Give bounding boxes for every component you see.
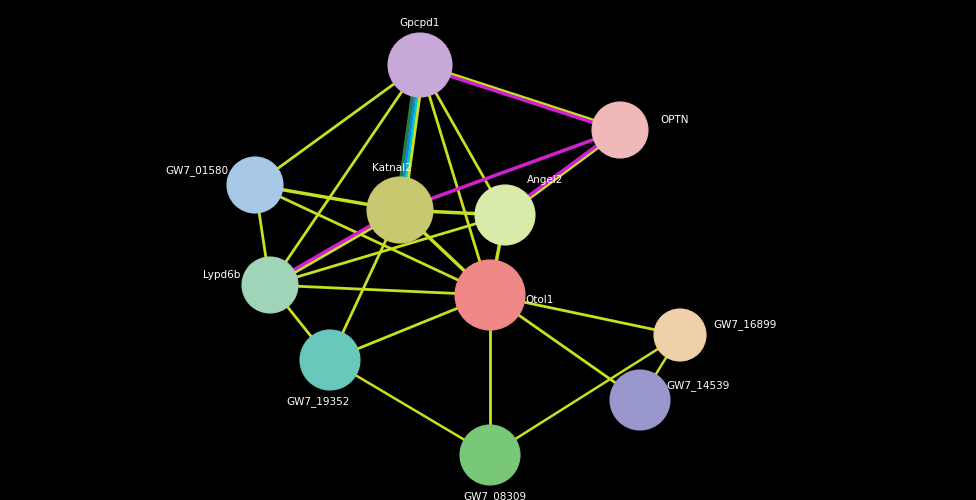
Circle shape xyxy=(227,157,283,213)
Circle shape xyxy=(367,177,433,243)
Text: GW7_19352: GW7_19352 xyxy=(286,396,349,407)
Circle shape xyxy=(460,425,520,485)
Text: Otol1: Otol1 xyxy=(526,295,554,305)
Text: Angel2: Angel2 xyxy=(527,175,563,185)
Text: Katnal2: Katnal2 xyxy=(372,163,412,173)
Circle shape xyxy=(610,370,670,430)
Circle shape xyxy=(455,260,525,330)
Text: GW7_08309: GW7_08309 xyxy=(464,492,527,500)
Circle shape xyxy=(592,102,648,158)
Text: GW7_16899: GW7_16899 xyxy=(713,320,777,330)
Text: OPTN: OPTN xyxy=(661,115,689,125)
Circle shape xyxy=(475,185,535,245)
Circle shape xyxy=(242,257,298,313)
Text: Gpcpd1: Gpcpd1 xyxy=(400,18,440,28)
Text: GW7_01580: GW7_01580 xyxy=(166,166,228,176)
Text: Lypd6b: Lypd6b xyxy=(203,270,241,280)
Text: GW7_14539: GW7_14539 xyxy=(667,380,730,392)
Circle shape xyxy=(388,33,452,97)
Circle shape xyxy=(300,330,360,390)
Circle shape xyxy=(654,309,706,361)
